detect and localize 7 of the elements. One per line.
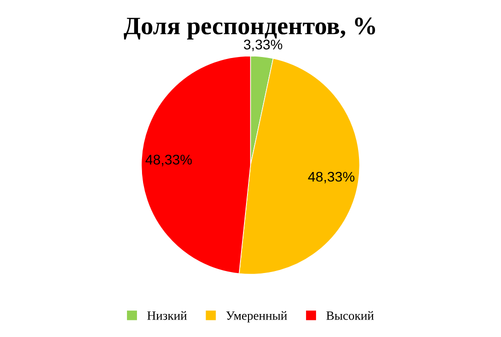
legend-label: Высокий (326, 311, 374, 320)
data-label: 3,33% (244, 40, 282, 52)
legend-label: Умеренный (226, 311, 288, 322)
data-label: 48,33% (308, 172, 354, 184)
chart-title: Доля респондентов, % (124, 18, 376, 40)
data-label: 48,33% (146, 154, 192, 166)
legend-label: Низкий (147, 311, 187, 320)
